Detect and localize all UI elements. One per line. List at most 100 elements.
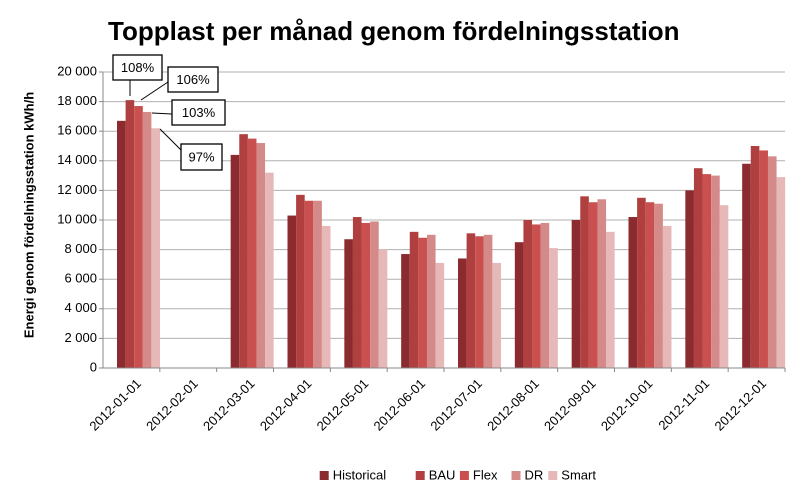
bar (142, 111, 152, 369)
bar (296, 194, 305, 368)
annotation-box (171, 99, 226, 126)
y-tick-label: 10 000 (57, 211, 97, 226)
bar (409, 231, 419, 368)
bar (117, 120, 126, 368)
bar (597, 199, 607, 368)
bar (685, 190, 694, 368)
y-tick-label: 0 (90, 359, 97, 374)
bar (247, 138, 257, 368)
y-tick-label: 2 000 (64, 330, 97, 345)
bar (654, 203, 663, 368)
bar (435, 262, 445, 368)
bar (492, 262, 501, 368)
bar (458, 258, 467, 368)
legend-swatch (548, 471, 558, 480)
bar (475, 236, 484, 368)
bar (571, 220, 581, 368)
bar (776, 177, 786, 368)
x-tick-label: 2012-05-01 (314, 376, 372, 434)
y-tick-label: 18 000 (57, 93, 97, 108)
bar (304, 200, 314, 368)
annotation-leader (159, 128, 182, 151)
bar (662, 225, 672, 368)
y-tick-label: 16 000 (57, 123, 97, 138)
y-tick-label: 6 000 (64, 271, 97, 286)
annotation-box (180, 143, 223, 171)
x-tick-label: 2012-01-01 (86, 376, 144, 434)
bar (426, 234, 436, 368)
legend-label: Smart (561, 467, 596, 482)
bar (230, 154, 240, 368)
annotation: 108% (121, 60, 155, 75)
chart-title: Topplast per månad genom fördelningsstat… (108, 16, 680, 46)
bar (370, 221, 379, 368)
legend-label: Historical (333, 467, 387, 482)
bar (125, 100, 135, 369)
bar (418, 237, 427, 368)
bar (151, 128, 160, 368)
bar (321, 225, 331, 368)
bar (580, 196, 589, 368)
bar (532, 224, 541, 368)
bar (719, 205, 729, 368)
x-tick-label: 2012-08-01 (484, 376, 542, 434)
bar (750, 146, 760, 368)
bar (483, 234, 493, 368)
x-tick-label: 2012-12-01 (712, 376, 770, 434)
legend-label: BAU (429, 467, 456, 482)
legend-label: DR (525, 467, 544, 482)
x-tick-label: 2012-11-01 (655, 376, 712, 433)
bar (711, 175, 720, 368)
bar (239, 134, 248, 368)
bar (767, 156, 777, 368)
bar (361, 222, 371, 368)
y-tick-label: 20 000 (57, 63, 97, 78)
bar (759, 150, 768, 368)
x-tick-label: 2012-06-01 (371, 376, 429, 434)
bar (256, 143, 266, 368)
bar (693, 168, 703, 368)
annotation: 106% (176, 72, 210, 87)
annotation: 103% (182, 105, 216, 120)
legend-swatch (415, 471, 425, 480)
legend-swatch (319, 471, 329, 480)
y-axis-label: Energi genom fördelningsstation kWh/h (21, 92, 36, 338)
annotation-leader (140, 81, 169, 101)
x-tick-label: 2012-10-01 (598, 376, 656, 434)
bar (134, 106, 143, 368)
legend-swatch (511, 471, 521, 480)
bar (742, 163, 751, 368)
x-tick-label: 2012-04-01 (257, 376, 315, 434)
bar (466, 233, 476, 368)
bar (352, 217, 362, 368)
y-tick-label: 8 000 (64, 241, 97, 256)
bar (637, 197, 646, 368)
annotation: 97% (188, 149, 214, 164)
x-tick-label: 2012-02-01 (143, 376, 201, 434)
bar (549, 248, 558, 368)
bar (401, 254, 410, 368)
bar (378, 249, 388, 368)
y-tick-label: 4 000 (64, 300, 97, 315)
bar (588, 202, 598, 368)
x-tick-label: 2012-07-01 (427, 376, 485, 434)
bar (702, 174, 712, 368)
bar (344, 239, 353, 368)
annotation-leader (151, 112, 173, 115)
bar (313, 200, 322, 368)
x-tick-label: 2012-09-01 (541, 376, 599, 434)
bar (514, 242, 524, 368)
bar (645, 202, 655, 368)
bar (523, 220, 533, 368)
legend-swatch (459, 471, 469, 480)
bar (540, 222, 550, 368)
y-tick-label: 12 000 (57, 182, 97, 197)
x-tick-label: 2012-03-01 (200, 376, 258, 434)
bar (287, 215, 297, 368)
legend-label: Flex (473, 467, 498, 482)
annotation-box (167, 66, 219, 93)
bar (265, 172, 274, 368)
bar (628, 217, 638, 368)
annotation-box (112, 54, 163, 81)
